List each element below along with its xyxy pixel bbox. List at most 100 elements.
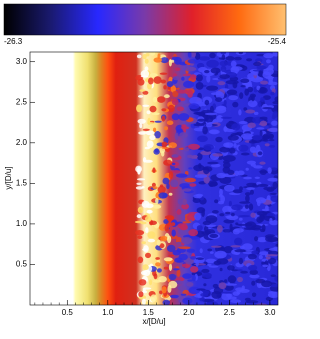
turbulence-blob <box>256 127 265 130</box>
turbulence-blob <box>227 135 239 141</box>
turbulence-blob <box>190 256 197 260</box>
turbulence-blob <box>271 114 276 120</box>
turbulence-blob <box>147 122 155 125</box>
turbulence-blob <box>266 59 271 64</box>
turbulence-blob <box>142 128 150 131</box>
turbulence-blob <box>205 301 219 305</box>
turbulence-blob <box>191 274 196 282</box>
turbulence-blob <box>147 231 156 239</box>
turbulence-blob <box>223 99 227 106</box>
turbulence-blob <box>262 107 273 110</box>
turbulence-blob <box>158 192 167 199</box>
turbulence-blob <box>225 211 231 215</box>
turbulence-blob <box>143 287 152 290</box>
turbulence-blob <box>238 215 251 218</box>
colorbar-min-label: -26.3 <box>4 37 23 46</box>
turbulence-blob <box>189 74 197 80</box>
turbulence-blob <box>239 186 243 191</box>
turbulence-blob <box>163 126 169 131</box>
turbulence-blob <box>137 206 144 214</box>
turbulence-blob <box>243 227 256 231</box>
turbulence-blob <box>209 251 214 254</box>
turbulence-blob <box>195 112 202 115</box>
turbulence-blob <box>243 107 248 111</box>
turbulence-blob <box>217 224 223 233</box>
turbulence-blob <box>229 223 233 231</box>
turbulence-blob <box>257 183 269 187</box>
turbulence-blob <box>206 74 211 83</box>
turbulence-blob <box>259 116 268 120</box>
turbulence-blob <box>178 113 190 121</box>
turbulence-blob <box>149 134 156 141</box>
turbulence-blob <box>147 238 156 243</box>
turbulence-blob <box>193 194 203 199</box>
turbulence-blob <box>188 286 201 295</box>
turbulence-blob <box>224 279 228 283</box>
turbulence-blob <box>246 182 257 187</box>
turbulence-blob <box>211 163 221 168</box>
turbulence-blob <box>152 279 162 283</box>
turbulence-blob <box>215 136 223 143</box>
turbulence-blob <box>138 95 144 98</box>
turbulence-blob <box>157 96 166 103</box>
turbulence-blob <box>168 263 173 271</box>
turbulence-blob <box>258 251 269 256</box>
turbulence-blob <box>204 112 218 116</box>
turbulence-blob <box>186 213 197 221</box>
turbulence-blob <box>164 215 174 220</box>
turbulence-blob <box>145 130 155 136</box>
turbulence-blob <box>179 132 188 139</box>
turbulence-blob <box>178 253 188 261</box>
turbulence-blob <box>250 189 254 195</box>
turbulence-blob <box>220 195 226 203</box>
turbulence-blob <box>246 187 255 191</box>
turbulence-blob <box>137 235 143 239</box>
turbulence-blob <box>189 183 197 187</box>
turbulence-blob <box>162 299 171 305</box>
turbulence-blob <box>196 288 206 291</box>
turbulence-blob <box>208 129 219 134</box>
turbulence-blob <box>265 256 271 260</box>
turbulence-blob <box>274 96 278 102</box>
turbulence-blob <box>181 198 188 205</box>
turbulence-blob <box>259 161 266 165</box>
turbulence-blob <box>245 204 249 209</box>
x-tick-label: 2.0 <box>183 308 195 317</box>
turbulence-blob <box>268 127 278 133</box>
turbulence-blob <box>227 169 235 175</box>
turbulence-blob <box>159 290 163 295</box>
turbulence-blob <box>203 283 207 287</box>
turbulence-blob <box>258 70 263 77</box>
turbulence-blob <box>224 283 237 286</box>
turbulence-blob <box>201 268 210 274</box>
turbulence-blob <box>261 280 273 288</box>
turbulence-blob <box>176 208 182 215</box>
turbulence-blob <box>255 58 263 63</box>
turbulence-blob <box>247 100 258 108</box>
turbulence-blob <box>245 109 256 114</box>
turbulence-blob <box>144 66 149 71</box>
turbulence-blob <box>145 252 151 259</box>
turbulence-blob <box>220 65 227 73</box>
turbulence-blob <box>172 268 180 271</box>
turbulence-blob <box>184 171 189 175</box>
turbulence-blob <box>182 147 190 152</box>
turbulence-blob <box>168 254 175 257</box>
turbulence-blob <box>145 227 149 234</box>
turbulence-blob <box>224 184 235 192</box>
turbulence-blob <box>144 58 149 64</box>
turbulence-blob <box>148 77 154 85</box>
turbulence-blob <box>261 134 270 140</box>
turbulence-blob <box>272 52 278 57</box>
x-tick-label: 1.0 <box>102 308 114 317</box>
turbulence-blob <box>141 298 146 305</box>
turbulence-blob <box>182 221 192 224</box>
turbulence-blob <box>142 54 147 60</box>
turbulence-blob <box>163 257 173 262</box>
turbulence-blob <box>140 75 149 78</box>
turbulence-blob <box>238 144 249 152</box>
turbulence-blob <box>188 143 200 150</box>
turbulence-blob <box>247 253 257 260</box>
turbulence-blob <box>137 118 146 124</box>
turbulence-blob <box>258 101 262 108</box>
